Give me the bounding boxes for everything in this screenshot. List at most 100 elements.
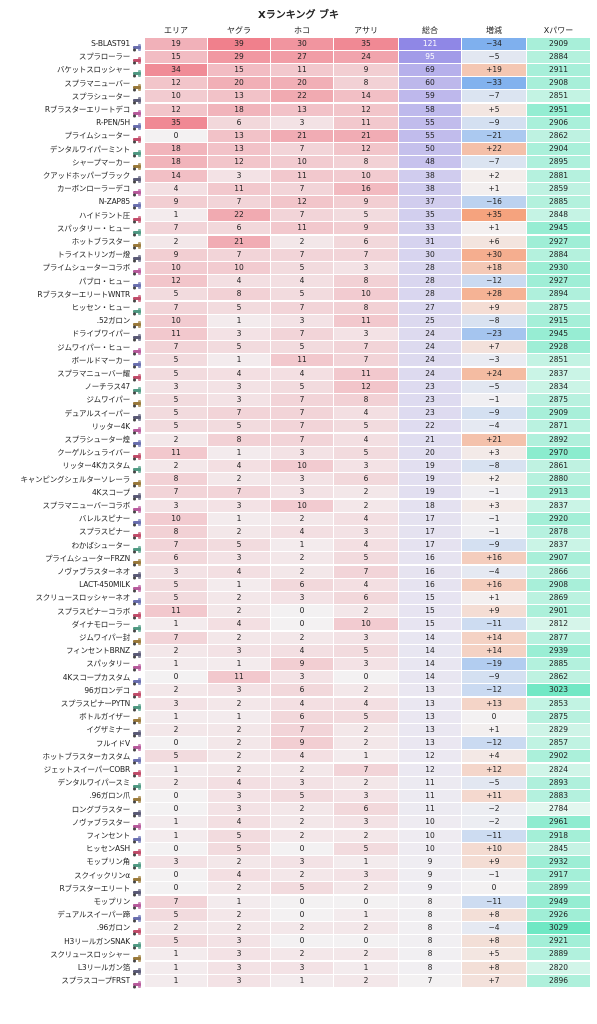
hoko-cell: 1 bbox=[271, 974, 333, 987]
area-cell: 7 bbox=[145, 895, 207, 908]
asari-cell: 3 bbox=[334, 631, 398, 644]
area-cell: 6 bbox=[145, 552, 207, 565]
area-cell: 1 bbox=[145, 657, 207, 670]
hoko-cell: 4 bbox=[271, 644, 333, 657]
table-row: ヒッセン・ヒュー 7 5 7 8 27 +9 2875 bbox=[0, 301, 597, 316]
total-cell: 55 bbox=[399, 116, 461, 129]
delta-cell: 0 bbox=[462, 710, 526, 723]
hoko-cell: 6 bbox=[271, 578, 333, 591]
weapon-name: フルイドV bbox=[95, 738, 130, 748]
weapon-icon bbox=[132, 909, 143, 923]
total-cell: 17 bbox=[399, 525, 461, 538]
weapon-icon bbox=[132, 196, 143, 210]
area-cell: 10 bbox=[145, 261, 207, 274]
delta-cell: +18 bbox=[462, 261, 526, 274]
xpower-cell: 2920 bbox=[527, 512, 590, 525]
yagura-cell: 4 bbox=[208, 275, 270, 288]
delta-cell: −1 bbox=[462, 869, 526, 882]
area-cell: 8 bbox=[145, 525, 207, 538]
hoko-cell: 11 bbox=[271, 63, 333, 76]
weapon-name: パブロ・ヒュー bbox=[78, 276, 130, 286]
weapon-icon bbox=[132, 276, 143, 290]
area-cell: 5 bbox=[145, 750, 207, 763]
weapon-name: ヒッセンASH bbox=[85, 844, 130, 854]
weapon-name: スプラマニューバー bbox=[64, 78, 130, 88]
table-row: .52ガロン 10 1 3 11 25 −8 2915 bbox=[0, 314, 597, 329]
total-cell: 28 bbox=[399, 288, 461, 301]
hoko-cell: 4 bbox=[271, 525, 333, 538]
table-row: ホットブラスターカスタム 5 2 4 1 12 +4 2902 bbox=[0, 750, 597, 765]
weapon-name: スプラシューター煌 bbox=[64, 435, 130, 444]
xpower-cell: 2932 bbox=[527, 855, 590, 868]
asari-cell: 7 bbox=[334, 565, 398, 578]
delta-cell: +6 bbox=[462, 235, 526, 248]
weapon-icon bbox=[132, 962, 143, 976]
weapon-name: イグザミナー bbox=[86, 725, 130, 735]
weapon-name: バケットスロッシャー bbox=[57, 65, 130, 75]
delta-cell: +8 bbox=[462, 908, 526, 921]
total-cell: 14 bbox=[399, 671, 461, 684]
yagura-cell: 2 bbox=[208, 723, 270, 736]
hoko-cell: 9 bbox=[271, 657, 333, 670]
weapon-name: ボールドマーカー bbox=[71, 355, 130, 365]
table-row: モップリン角 3 2 3 1 9 +9 2932 bbox=[0, 855, 597, 870]
hoko-cell: 3 bbox=[271, 314, 333, 327]
hoko-cell: 7 bbox=[271, 327, 333, 340]
xpower-cell: 3029 bbox=[527, 921, 590, 934]
yagura-cell: 29 bbox=[208, 50, 270, 63]
delta-cell: −4 bbox=[462, 921, 526, 934]
weapon-name: デュアルスイーパー蹄 bbox=[57, 910, 130, 920]
header-yagura: ヤグラ bbox=[227, 26, 251, 35]
weapon-name: プライムシューター bbox=[64, 131, 130, 141]
xpower-cell: 2869 bbox=[527, 591, 590, 604]
delta-cell: +21 bbox=[462, 433, 526, 446]
total-cell: 50 bbox=[399, 143, 461, 156]
hoko-cell: 3 bbox=[271, 591, 333, 604]
xpower-cell: 2930 bbox=[527, 261, 590, 274]
total-cell: 27 bbox=[399, 301, 461, 314]
hoko-cell: 6 bbox=[271, 710, 333, 723]
xpower-cell: 2913 bbox=[527, 486, 590, 499]
table-row: スプラマニューバーコラボ 3 3 10 2 18 +3 2837 bbox=[0, 499, 597, 514]
yagura-cell: 2 bbox=[208, 750, 270, 763]
delta-cell: −8 bbox=[462, 314, 526, 327]
weapon-icon bbox=[132, 342, 143, 356]
weapon-name: スパッタリー bbox=[86, 659, 130, 669]
total-cell: 9 bbox=[399, 869, 461, 882]
delta-cell: −4 bbox=[462, 420, 526, 433]
yagura-cell: 3 bbox=[208, 499, 270, 512]
xpower-cell: 2851 bbox=[527, 354, 590, 367]
table-row: クーゲルシュライバー 11 1 3 5 20 +3 2970 bbox=[0, 446, 597, 461]
xpower-cell: 2908 bbox=[527, 77, 590, 90]
area-cell: 7 bbox=[145, 301, 207, 314]
table-row: リッター4K 5 5 7 5 22 −4 2871 bbox=[0, 420, 597, 435]
table-row: Rブラスターエリートデコ 12 18 13 12 58 +5 2951 bbox=[0, 103, 597, 118]
header-hoko: ホコ bbox=[294, 26, 310, 35]
weapon-name: クアッドホッパーブラック bbox=[42, 171, 130, 180]
area-cell: 12 bbox=[145, 77, 207, 90]
total-cell: 13 bbox=[399, 723, 461, 736]
hoko-cell: 7 bbox=[271, 209, 333, 222]
header-delta: 増減 bbox=[486, 26, 502, 35]
delta-cell: +9 bbox=[462, 301, 526, 314]
table-row: RブラスターエリートWNTR 5 8 5 10 28 +28 2894 bbox=[0, 288, 597, 303]
asari-cell: 8 bbox=[334, 275, 398, 288]
hoko-cell: 7 bbox=[271, 420, 333, 433]
table-row: Rブラスターエリート 0 2 5 2 9 0 2899 bbox=[0, 882, 597, 897]
delta-cell: +14 bbox=[462, 644, 526, 657]
xpower-cell: 2904 bbox=[527, 143, 590, 156]
yagura-cell: 8 bbox=[208, 288, 270, 301]
area-cell: 5 bbox=[145, 367, 207, 380]
area-cell: 9 bbox=[145, 248, 207, 261]
hoko-cell: 7 bbox=[271, 143, 333, 156]
table-row: スクリュースロッシャーネオ 5 2 3 6 15 +1 2869 bbox=[0, 591, 597, 606]
hoko-cell: 2 bbox=[271, 512, 333, 525]
yagura-cell: 18 bbox=[208, 103, 270, 116]
total-cell: 19 bbox=[399, 459, 461, 472]
asari-cell: 24 bbox=[334, 50, 398, 63]
weapon-name: クーゲルシュライバー bbox=[57, 448, 130, 458]
total-cell: 14 bbox=[399, 631, 461, 644]
weapon-icon bbox=[132, 870, 143, 884]
total-cell: 31 bbox=[399, 235, 461, 248]
yagura-cell: 7 bbox=[208, 407, 270, 420]
